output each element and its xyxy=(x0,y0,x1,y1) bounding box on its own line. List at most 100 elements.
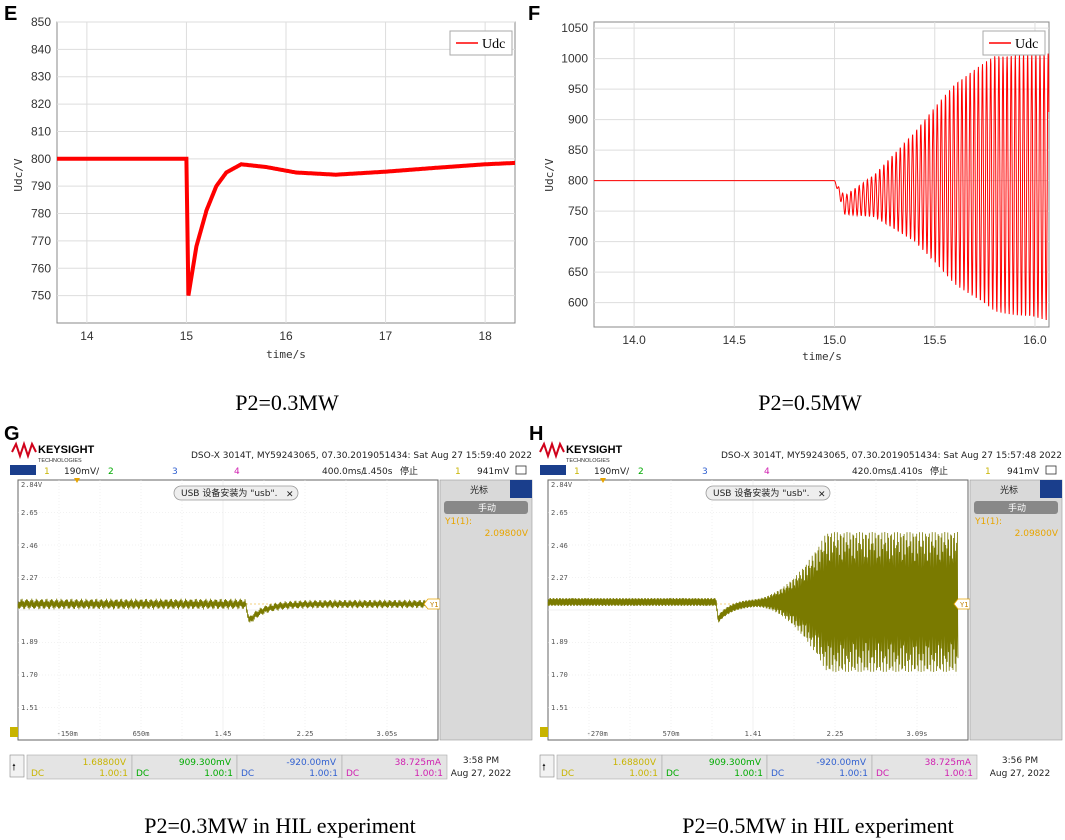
scope-ytick-label: 1.70 xyxy=(551,671,568,679)
y1-marker-label: Y1 xyxy=(960,601,968,609)
channel-readout-cell[interactable] xyxy=(236,754,343,780)
e-ytick-label: 750 xyxy=(31,289,51,303)
ground-ref-icon xyxy=(540,727,548,737)
channel-readout-cell[interactable] xyxy=(26,754,133,780)
arrow-up-icon: 🠕 xyxy=(12,762,16,773)
side-panel-tab[interactable] xyxy=(510,480,532,498)
f-ytick-label: 1000 xyxy=(561,52,588,66)
f-xtick-label: 15.5 xyxy=(923,333,947,347)
panel-f-legend: Udc xyxy=(982,30,1046,56)
e-ytick-label: 850 xyxy=(31,15,51,29)
scope-xtick-label: 1.45 xyxy=(215,730,232,738)
panel-f-xlabel: time/s xyxy=(802,350,842,363)
scope-trace xyxy=(547,531,959,673)
panel-g-caption: P2=0.3MW in HIL experiment xyxy=(144,813,415,838)
y1-marker: Y1 xyxy=(953,598,971,610)
ch1-indicator xyxy=(10,465,36,475)
side-panel-title: 光标 xyxy=(1000,484,1018,496)
ch4-label: 4 xyxy=(764,467,770,477)
scope-clock-date: Aug 27, 2022 xyxy=(990,769,1051,779)
panel-f: F 600 650 700 750 800 850 900 950 1000 1050 14.0 14… xyxy=(528,3,1050,415)
scope-clock-time: 3:56 PM xyxy=(1002,756,1038,766)
panel-e: E 750 760 770 780 790 800 810 820 830 840 850 14 15 1… xyxy=(4,3,516,415)
ch4-label: 4 xyxy=(234,467,240,477)
run-state: 停止 xyxy=(930,465,948,477)
f-xtick-label: 14.5 xyxy=(723,333,747,347)
scroll-up-button[interactable] xyxy=(9,754,25,778)
scope-xtick-label: 1.41 xyxy=(745,730,762,738)
usb-notice-box xyxy=(705,485,831,501)
mode-button[interactable] xyxy=(444,501,528,514)
trig-channel: 1 xyxy=(455,467,461,477)
ch1-indicator xyxy=(540,465,566,475)
scope-clock-time: 3:58 PM xyxy=(463,756,499,766)
usb-notice-box xyxy=(173,485,299,501)
panel-e-ylabel: Udc/V xyxy=(12,158,25,191)
scope-ytick-label: 2.65 xyxy=(21,509,38,517)
channel-readout-cell[interactable] xyxy=(661,754,768,780)
scope-ytick-label: 1.89 xyxy=(551,638,568,646)
trigger-position-icon xyxy=(74,478,80,483)
trig-channel: 1 xyxy=(985,467,991,477)
close-icon[interactable]: ✕ xyxy=(286,490,294,500)
y1-marker-flag xyxy=(423,598,441,610)
channel-probe-ratio: 1.00:1 xyxy=(99,769,128,779)
panel-f-caption: P2=0.5MW xyxy=(758,390,862,415)
ch1-label: 1 xyxy=(44,467,50,477)
channel-readout-cell[interactable] xyxy=(871,754,978,780)
scope-tick-labels: 2.84V 2.65 2.46 2.27 1.89 1.70 1.51 -270m 570m 1.… xyxy=(551,481,928,738)
ch3-label: 3 xyxy=(702,467,708,477)
e-xtick-label: 15 xyxy=(180,329,194,343)
channel-readout-cell[interactable] xyxy=(341,754,448,780)
channel-probe-ratio: 1.00:1 xyxy=(734,769,763,779)
mode-button-label: 手动 xyxy=(478,502,496,514)
scroll-up-button[interactable] xyxy=(539,754,555,778)
panel-f-udc-line xyxy=(594,53,1050,321)
channel-probe-ratio: 1.00:1 xyxy=(309,769,338,779)
scope-xtick-label: -150m xyxy=(57,730,78,738)
mode-button[interactable] xyxy=(974,501,1058,514)
panel-g-keysight-logo: KEYSIGHT TECHNOLOGIES xyxy=(11,440,95,464)
scope-ytick-label: 1.70 xyxy=(21,671,38,679)
channel-probe-ratio: 1.00:1 xyxy=(839,769,868,779)
mode-button-label: 手动 xyxy=(1008,502,1026,514)
side-panel-tab[interactable] xyxy=(1040,480,1062,498)
f-xtick-label: 15.0 xyxy=(823,333,847,347)
y1-marker: Y1 xyxy=(423,598,441,610)
keysight-wave-icon xyxy=(11,440,37,460)
channel-offset-value: -920.00mV xyxy=(816,758,867,768)
e-ytick-label: 770 xyxy=(31,234,51,248)
panel-h-label: H xyxy=(529,423,543,445)
f-ytick-label: 750 xyxy=(568,204,588,218)
keysight-brand-sub: TECHNOLOGIES xyxy=(38,458,82,464)
scope-ytick-label: 2.27 xyxy=(21,574,38,582)
usb-notice-text: USB 设备安装为 "usb". xyxy=(713,487,809,499)
e-ytick-label: 810 xyxy=(31,124,51,138)
scope-ytick-label: 2.46 xyxy=(551,542,568,550)
f-ytick-label: 800 xyxy=(568,174,588,188)
close-icon[interactable]: ✕ xyxy=(818,490,826,500)
side-panel-title: 光标 xyxy=(470,484,488,496)
channel-readout-cell[interactable] xyxy=(766,754,873,780)
channel-readout-cell[interactable] xyxy=(556,754,663,780)
panel-f-ylabel: Udc/V xyxy=(543,158,556,191)
f-ytick-label: 650 xyxy=(568,265,588,279)
channel-coupling: DC xyxy=(561,769,574,779)
channel-probe-ratio: 1.00:1 xyxy=(944,769,973,779)
usb-notice: USB 设备安装为 "usb". ✕ xyxy=(705,485,831,501)
channel-probe-ratio: 1.00:1 xyxy=(204,769,233,779)
scope-info: DSO-X 3014T, MY59243065, 07.30.201905143… xyxy=(721,451,1062,461)
f-ytick-label: 850 xyxy=(568,143,588,157)
panel-e-ticks: 750 760 770 780 790 800 810 820 830 840 850 14 15 16 1… xyxy=(31,15,492,343)
scope-ytick-label: 2.27 xyxy=(551,574,568,582)
scope-xtick-label: 650m xyxy=(133,730,150,738)
e-ytick-label: 840 xyxy=(31,42,51,56)
scope-ytick-label: 1.51 xyxy=(21,704,38,712)
scope-info: DSO-X 3014T, MY59243065, 07.30.201905143… xyxy=(191,451,532,461)
ch1-scale: 190mV/ xyxy=(594,467,630,477)
scope-ytick-label: 2.65 xyxy=(551,509,568,517)
trig-level: 941mV xyxy=(477,467,510,477)
panel-e-label: E xyxy=(4,3,17,25)
channel-offset-value: 909.300mV xyxy=(709,758,762,768)
